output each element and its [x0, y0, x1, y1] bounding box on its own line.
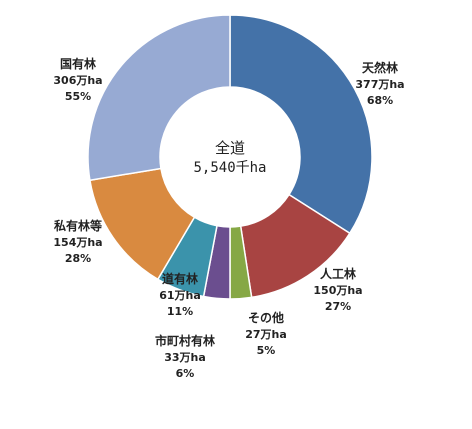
slice-name: 国有林: [60, 56, 96, 71]
slice-percent: 5%: [257, 344, 276, 357]
slice-percent: 6%: [176, 367, 195, 380]
slice-amount: 377万ha: [355, 78, 404, 91]
donut-slice-0: [229, 14, 373, 235]
slice-name: その他: [248, 310, 284, 325]
slice-label-private-forest: 私有林等 154万ha 28%: [53, 218, 103, 265]
slice-name: 市町村有林: [155, 333, 215, 348]
slice-amount: 150万ha: [313, 284, 362, 297]
slice-label-other: その他 27万ha 5%: [245, 310, 287, 357]
donut-slices: [87, 14, 373, 300]
donut-slice-6: [87, 14, 231, 182]
slice-name: 私有林等: [53, 218, 102, 233]
slice-percent: 27%: [325, 300, 351, 313]
center-title: 全道: [215, 139, 245, 157]
center-label: 全道 5,540千ha: [193, 139, 266, 176]
slice-percent: 68%: [367, 94, 393, 107]
slice-amount: 33万ha: [164, 351, 206, 364]
slice-label-prefectural-forest: 道有林 61万ha 11%: [159, 271, 201, 318]
slice-amount: 306万ha: [53, 74, 102, 87]
slice-name: 人工林: [320, 266, 356, 281]
slice-amount: 154万ha: [53, 236, 102, 249]
slice-percent: 55%: [65, 90, 91, 103]
slice-amount: 27万ha: [245, 328, 287, 341]
slice-percent: 11%: [167, 305, 193, 318]
slice-label-national-forest: 国有林 306万ha 55%: [53, 56, 102, 103]
slice-name: 道有林: [162, 271, 198, 286]
slice-label-planted-forest: 人工林 150万ha 27%: [313, 266, 362, 313]
slice-name: 天然林: [362, 60, 398, 75]
slice-label-natural-forest: 天然林 377万ha 68%: [355, 60, 404, 107]
slice-amount: 61万ha: [159, 289, 201, 302]
slice-percent: 28%: [65, 252, 91, 265]
slice-label-municipal-forest: 市町村有林 33万ha 6%: [155, 333, 215, 380]
center-value: 5,540千ha: [193, 160, 266, 176]
